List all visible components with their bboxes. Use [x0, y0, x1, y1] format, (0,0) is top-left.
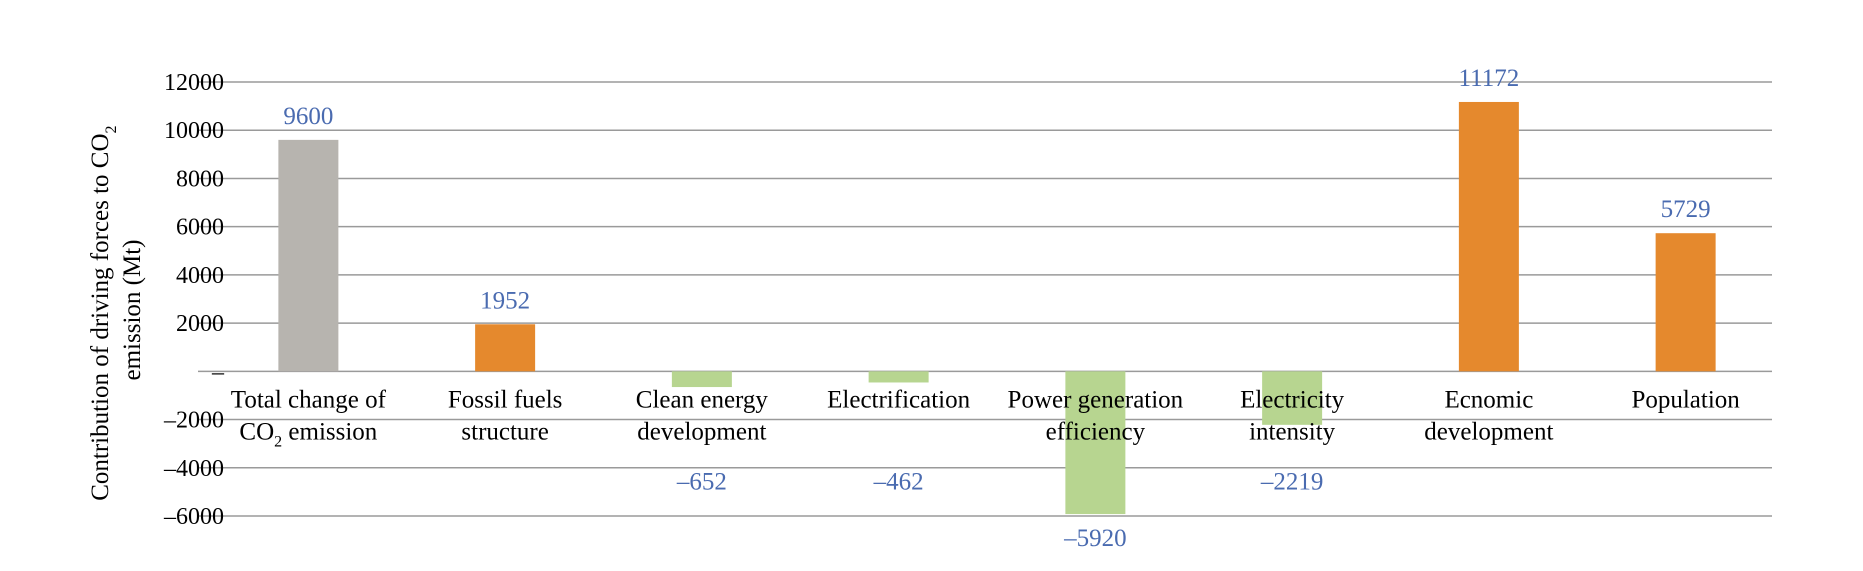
y-tick-label: 4000	[176, 263, 224, 289]
bar	[1458, 101, 1519, 372]
data-label: –2219	[1260, 468, 1324, 495]
category-label: Total change of CO2 emission	[231, 386, 387, 450]
data-label: 5729	[1661, 196, 1711, 223]
y-tick-label: –4000	[163, 456, 224, 482]
y-tick-label: –6000	[163, 504, 224, 530]
bar	[1262, 371, 1323, 425]
y-tick-label: –2000	[163, 408, 224, 434]
category-label: Ecnomic development	[1424, 386, 1553, 445]
category-label: Population	[1631, 386, 1740, 413]
y-tick-label: 6000	[176, 215, 224, 241]
category-labels: Total change of CO2 emission Fossil fuels s…	[231, 386, 1740, 450]
data-label: –652	[676, 468, 727, 495]
data-label: 9600	[283, 103, 333, 130]
category-label: Electricity intensity	[1240, 386, 1345, 445]
data-label: 11172	[1459, 65, 1520, 92]
y-tick-label: –	[211, 359, 225, 385]
category-label: Electrification	[827, 386, 970, 413]
gridlines	[198, 81, 1772, 517]
category-label: Clean energy development	[636, 386, 769, 445]
category-label: Fossil fuels structure	[448, 386, 563, 445]
category-label: Power generation efficiency	[1008, 386, 1184, 445]
bar	[1065, 371, 1126, 515]
bar	[868, 371, 929, 383]
bar	[475, 324, 536, 372]
data-label: 1952	[480, 287, 530, 314]
y-tick-label: 12000	[164, 70, 224, 96]
y-axis-ticks: 12000 10000 8000 6000 4000 2000 – –2000 –4000 –60…	[163, 70, 225, 530]
y-tick-label: 8000	[176, 166, 224, 192]
bars	[278, 101, 1716, 515]
data-label: –5920	[1063, 525, 1127, 552]
bar	[671, 371, 732, 388]
y-axis-title: Contribution of driving forces to CO2 em…	[87, 119, 146, 501]
data-label: –462	[873, 468, 924, 495]
y-tick-label: 10000	[164, 118, 224, 144]
bar	[278, 139, 339, 372]
bar	[1655, 233, 1716, 372]
data-labels: 9600 1952 –652 –462 –5920 –2219 11172 5729	[283, 65, 1710, 552]
y-tick-label: 2000	[176, 311, 224, 337]
